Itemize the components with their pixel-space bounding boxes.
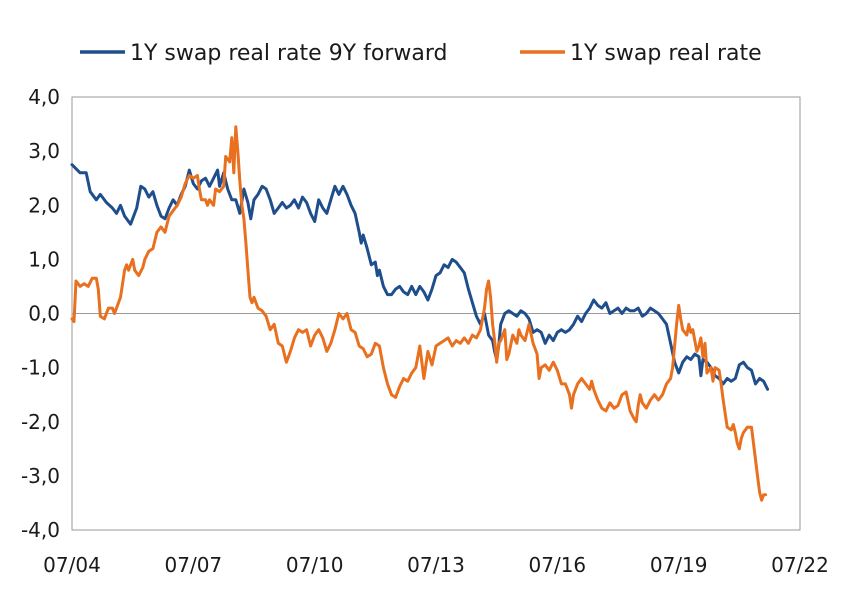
series-line-2 (70, 125, 768, 502)
series-layer (70, 125, 770, 502)
y-tick-label: 1,0 (28, 247, 60, 271)
x-tick-label: 07/19 (650, 553, 708, 577)
x-tick-label: 07/07 (165, 553, 223, 577)
x-tick-label: 07/10 (286, 553, 344, 577)
legend: 1Y swap real rate 9Y forward 1Y swap real… (80, 41, 762, 66)
y-tick-label: -4,0 (21, 518, 60, 542)
y-tick-label: 4,0 (28, 85, 60, 109)
y-tick-label: -3,0 (21, 464, 60, 488)
x-tick-label: 07/13 (407, 553, 465, 577)
y-tick-label: 0,0 (28, 302, 60, 326)
x-axis-tick-labels: 07/04 07/07 07/10 07/13 07/16 07/19 07/22 (43, 553, 829, 577)
y-tick-label: -1,0 (21, 356, 60, 380)
legend-label-1: 1Y swap real rate 9Y forward (130, 41, 447, 66)
x-tick-label: 07/04 (43, 553, 101, 577)
series-line-1 (70, 163, 770, 391)
y-axis-tick-labels: 4,0 3,0 2,0 1,0 0,0 -1,0 -2,0 -3,0 -4,0 (21, 85, 60, 542)
y-tick-label: 2,0 (28, 193, 60, 217)
x-tick-label: 07/22 (771, 553, 829, 577)
y-tick-label: -2,0 (21, 410, 60, 434)
legend-label-2: 1Y swap real rate (570, 41, 762, 66)
y-tick-label: 3,0 (28, 139, 60, 163)
x-tick-label: 07/16 (529, 553, 587, 577)
